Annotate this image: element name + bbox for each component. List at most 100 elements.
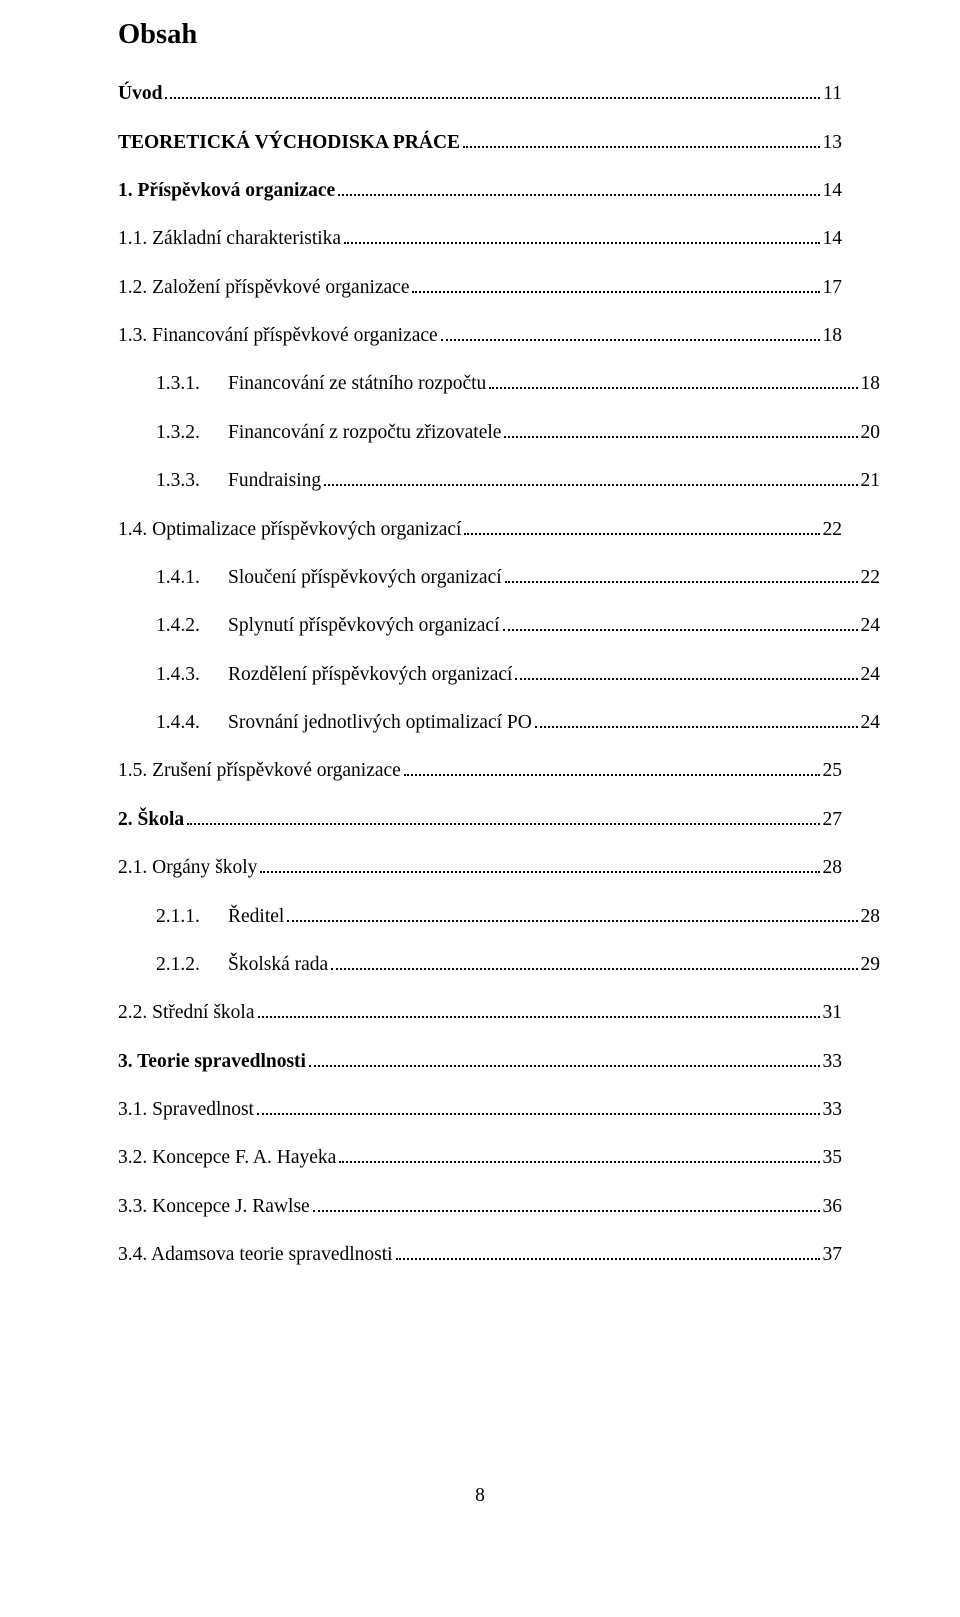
toc-leader-dots — [344, 242, 819, 244]
toc-entry-page: 17 — [823, 276, 843, 300]
toc-entry-text: Splynutí příspěvkových organizací — [228, 615, 500, 636]
toc-entry-label: 1.4.2.Splynutí příspěvkových organizací — [156, 614, 500, 638]
toc-entry-page: 28 — [861, 905, 881, 929]
toc-entry-label: 3.4. Adamsova teorie spravedlnosti — [118, 1243, 393, 1267]
toc-entry-page: 33 — [823, 1098, 843, 1122]
toc-entry-label: 1.5. Zrušení příspěvkové organizace — [118, 759, 401, 783]
toc-leader-dots — [504, 436, 857, 438]
toc-entry-label: 3.1. Spravedlnost — [118, 1098, 254, 1122]
toc-entry: 1. Příspěvková organizace 14 — [118, 179, 842, 203]
toc-entry-page: 24 — [861, 614, 881, 638]
toc-entry-label: 1. Příspěvková organizace — [118, 179, 335, 203]
toc-entry-label: 1.3.3.Fundraising — [156, 469, 321, 493]
toc-entry-page: 14 — [823, 179, 843, 203]
toc-entry-text: Rozdělení příspěvkových organizací — [228, 664, 512, 685]
toc-entry: 3.4. Adamsova teorie spravedlnosti 37 — [118, 1243, 842, 1267]
toc-entry-label: 1.1. Základní charakteristika — [118, 227, 341, 251]
toc-entry-number: 1.4.1. — [156, 566, 228, 590]
toc-entry: 3. Teorie spravedlnosti 33 — [118, 1050, 842, 1074]
toc-entry-page: 29 — [861, 953, 881, 977]
toc-entry: 1.2. Založení příspěvkové organizace 17 — [118, 276, 842, 300]
toc-entry: 2.2. Střední škola 31 — [118, 1001, 842, 1025]
toc-entry-label: 1.4.3.Rozdělení příspěvkových organizací — [156, 663, 512, 687]
toc-entry-page: 37 — [823, 1243, 843, 1267]
toc-entry-page: 18 — [823, 324, 843, 348]
toc-entry-page: 31 — [823, 1001, 843, 1025]
toc-entry-label: 1.4.4.Srovnání jednotlivých optimalizací… — [156, 711, 532, 735]
toc-entry-label: TEORETICKÁ VÝCHODISKA PRÁCE — [118, 131, 460, 155]
toc-entry: 2. Škola 27 — [118, 808, 842, 832]
document-page: Obsah Úvod 11 TEORETICKÁ VÝCHODISKA PRÁCE 1… — [0, 0, 960, 1617]
toc-entry-text: Srovnání jednotlivých optimalizací PO — [228, 712, 532, 733]
toc-leader-dots — [441, 339, 820, 341]
toc-entry: 1.3.3.Fundraising 21 — [118, 469, 880, 493]
toc-entry-page: 25 — [823, 759, 843, 783]
toc-entry: 1.3.1.Financování ze státního rozpočtu 18 — [118, 372, 880, 396]
toc-entry: 2.1.2.Školská rada 29 — [118, 953, 880, 977]
toc-list: Úvod 11 TEORETICKÁ VÝCHODISKA PRÁCE 13 1. Př… — [118, 82, 842, 1267]
toc-leader-dots — [503, 629, 858, 631]
toc-leader-dots — [489, 387, 857, 389]
toc-heading: Obsah — [118, 18, 842, 52]
toc-entry-page: 27 — [823, 808, 843, 832]
toc-entry-label: 1.2. Založení příspěvkové organizace — [118, 276, 409, 300]
toc-entry-label: 3. Teorie spravedlnosti — [118, 1050, 306, 1074]
toc-entry-label: Úvod — [118, 82, 162, 106]
toc-entry-page: 13 — [823, 131, 843, 155]
toc-entry: 1.4. Optimalizace příspěvkových organiza… — [118, 518, 842, 542]
toc-entry: 1.4.2.Splynutí příspěvkových organizací 2… — [118, 614, 880, 638]
toc-entry-page: 35 — [823, 1146, 843, 1170]
toc-entry-number: 2.1.2. — [156, 953, 228, 977]
toc-entry-text: Financování ze státního rozpočtu — [228, 373, 486, 394]
toc-entry-label: 2.2. Střední škola — [118, 1001, 255, 1025]
toc-entry: 3.2. Koncepce F. A. Hayeka 35 — [118, 1146, 842, 1170]
toc-entry-text: Fundraising — [228, 470, 321, 491]
toc-entry-page: 28 — [823, 856, 843, 880]
toc-entry-page: 22 — [823, 518, 843, 542]
toc-entry: 3.3. Koncepce J. Rawlse36 — [118, 1195, 842, 1219]
toc-leader-dots — [505, 581, 858, 583]
toc-entry-page: 18 — [861, 372, 881, 396]
toc-entry-number: 2.1.1. — [156, 905, 228, 929]
toc-entry-label: 2.1.1.Ředitel — [156, 905, 284, 929]
toc-entry-page: 20 — [861, 421, 881, 445]
toc-leader-dots — [309, 1065, 820, 1067]
toc-entry: 3.1. Spravedlnost 33 — [118, 1098, 842, 1122]
toc-entry-label: 2. Škola — [118, 808, 184, 832]
toc-leader-dots — [535, 726, 858, 728]
toc-entry: 2.1.1.Ředitel 28 — [118, 905, 880, 929]
toc-entry: 1.5. Zrušení příspěvkové organizace 25 — [118, 759, 842, 783]
toc-entry-page: 33 — [823, 1050, 843, 1074]
toc-entry-number: 1.3.3. — [156, 469, 228, 493]
toc-leader-dots — [412, 291, 819, 293]
toc-entry: 2.1. Orgány školy 28 — [118, 856, 842, 880]
toc-entry-label: 2.1.2.Školská rada — [156, 953, 328, 977]
toc-entry-page: 21 — [861, 469, 881, 493]
toc-entry-label: 1.4.1.Sloučení příspěvkových organizací — [156, 566, 502, 590]
toc-entry-label: 3.2. Koncepce F. A. Hayeka — [118, 1146, 336, 1170]
toc-leader-dots — [258, 1016, 820, 1018]
page-footer-number: 8 — [0, 1485, 960, 1507]
toc-entry-page: 22 — [861, 566, 881, 590]
toc-entry-label: 2.1. Orgány školy — [118, 856, 257, 880]
toc-entry-number: 1.4.3. — [156, 663, 228, 687]
toc-entry-number: 1.4.2. — [156, 614, 228, 638]
toc-leader-dots — [464, 533, 819, 535]
toc-entry-page: 24 — [861, 663, 881, 687]
toc-entry-number: 1.3.1. — [156, 372, 228, 396]
toc-entry-label: 3.3. Koncepce J. Rawlse — [118, 1195, 310, 1219]
toc-entry: 1.4.3.Rozdělení příspěvkových organizací… — [118, 663, 880, 687]
toc-entry-text: Sloučení příspěvkových organizací — [228, 567, 502, 588]
toc-entry-number: 1.4.4. — [156, 711, 228, 735]
toc-leader-dots — [404, 774, 820, 776]
toc-entry-label: 1.3.2.Financování z rozpočtu zřizovatele — [156, 421, 501, 445]
toc-entry-page: 11 — [823, 82, 842, 106]
toc-leader-dots — [339, 1161, 819, 1163]
toc-leader-dots — [331, 968, 857, 970]
toc-leader-dots — [260, 871, 819, 873]
toc-entry: Úvod 11 — [118, 82, 842, 106]
toc-entry: 1.4.4.Srovnání jednotlivých optimalizací… — [118, 711, 880, 735]
toc-entry-page: 24 — [861, 711, 881, 735]
toc-leader-dots — [396, 1258, 820, 1260]
toc-leader-dots — [463, 146, 819, 148]
